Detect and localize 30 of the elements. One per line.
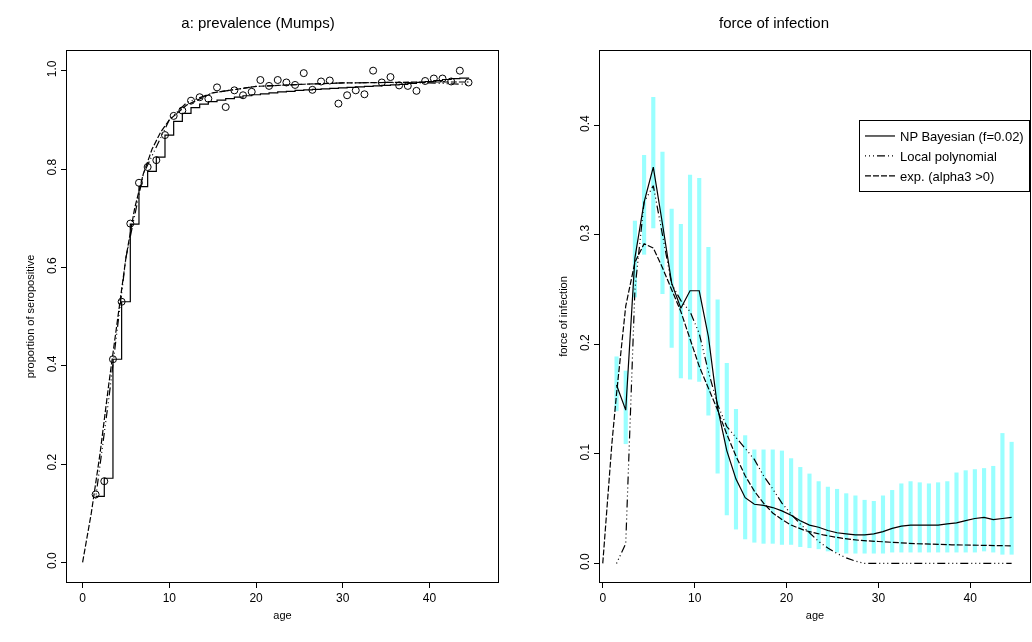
y-tick-label: 1.0 <box>45 60 60 78</box>
y-tick-label: 0.0 <box>578 552 593 570</box>
x-axis-title: age <box>273 608 292 621</box>
x-tick-label: 40 <box>963 591 978 606</box>
y-tick-label: 0.4 <box>578 114 593 132</box>
legend-label: exp. (alpha3 >0) <box>900 168 995 184</box>
x-tick-label: 30 <box>871 591 886 606</box>
x-tick-label: 30 <box>336 591 350 606</box>
y-tick-label: 0.0 <box>45 551 60 569</box>
y-tick-label: 0.3 <box>578 224 593 242</box>
x-tick-label: 10 <box>162 591 177 606</box>
chart-title: force of infection <box>718 13 830 31</box>
x-tick-label: 0 <box>79 591 87 606</box>
y-tick-label: 0.1 <box>578 443 593 461</box>
x-tick-label: 20 <box>779 591 794 606</box>
x-tick-label: 40 <box>422 591 437 606</box>
y-axis-title: force of infection <box>556 276 569 357</box>
x-tick-label: 20 <box>249 591 264 606</box>
y-tick-label: 0.2 <box>45 453 60 471</box>
legend-label: NP Bayesian (f=0.02) <box>900 129 1024 145</box>
y-tick-label: 0.4 <box>45 355 60 373</box>
y-tick-label: 0.2 <box>578 333 593 351</box>
chart-title: a: prevalence (Mumps) <box>181 13 335 31</box>
x-tick-label: 10 <box>687 591 702 606</box>
legend-label: Local polynomial <box>900 148 997 164</box>
x-tick-label: 0 <box>599 591 607 606</box>
y-axis-title: proportion of seropositive <box>23 254 36 379</box>
y-tick-label: 0.6 <box>45 256 60 274</box>
y-tick-label: 0.8 <box>45 158 60 176</box>
x-axis-title: age <box>805 608 825 621</box>
